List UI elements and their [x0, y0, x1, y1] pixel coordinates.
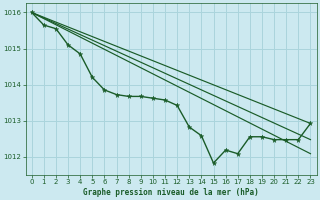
- X-axis label: Graphe pression niveau de la mer (hPa): Graphe pression niveau de la mer (hPa): [83, 188, 259, 197]
